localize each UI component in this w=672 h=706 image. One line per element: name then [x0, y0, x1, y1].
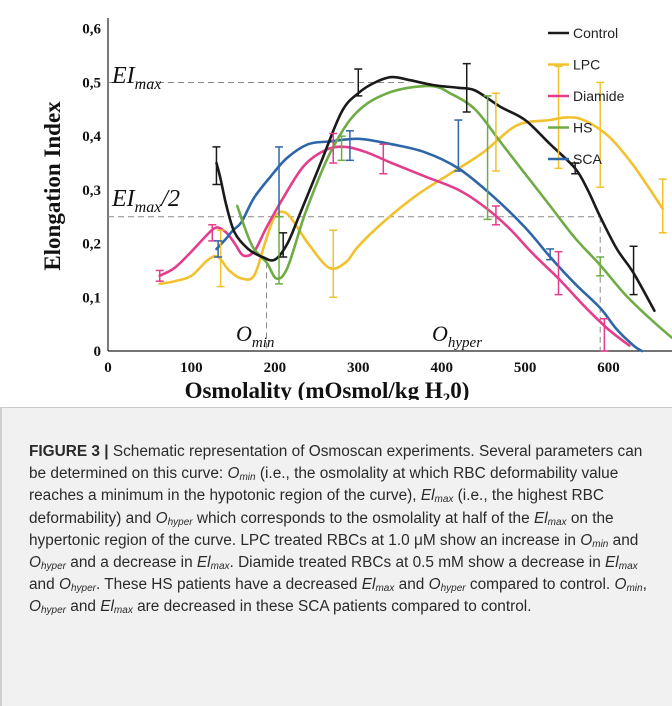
y-tick-label: 0,6 — [82, 22, 101, 38]
ei-half-label: EImax/2 — [111, 186, 180, 216]
error-bar-control — [629, 245, 638, 296]
y-tick-label: 0,1 — [82, 290, 101, 306]
error-bar-control — [571, 162, 580, 175]
legend-label-diamide: Diamide — [573, 88, 625, 104]
error-bar-hs — [596, 256, 605, 277]
x-tick-label: 400 — [430, 360, 453, 376]
series-line-control — [215, 75, 656, 312]
legend-label-control: Control — [573, 25, 618, 41]
error-bar-sca — [345, 130, 354, 162]
error-bar-lpc — [216, 229, 225, 288]
y-tick-label: 0,5 — [82, 75, 101, 91]
y-tick-label: 0,3 — [82, 183, 101, 199]
figure-caption: FIGURE 3 | Schematic representation of O… — [29, 441, 647, 619]
error-bar-lpc — [329, 229, 338, 299]
error-bar-control — [354, 68, 363, 97]
error-bar-sca — [454, 119, 463, 172]
error-bar-diamide — [491, 205, 500, 226]
o-hyper-label: Ohyper — [432, 321, 482, 351]
x-tick-label: 200 — [264, 360, 287, 376]
error-bar-hs — [275, 215, 284, 285]
figure-caption-panel: FIGURE 3 | Schematic representation of O… — [0, 407, 672, 706]
legend-label-lpc: LPC — [573, 57, 600, 73]
error-bar-lpc — [596, 81, 605, 188]
series-line-hs — [236, 84, 672, 340]
series-group — [158, 75, 672, 353]
y-tick-label: 0,4 — [82, 129, 101, 145]
error-bars — [155, 62, 667, 352]
error-bar-lpc — [658, 178, 667, 234]
figure-label: FIGURE 3 | — [29, 443, 109, 460]
y-tick-label: 0,2 — [82, 237, 101, 253]
y-axis-title: Elongation Index — [40, 101, 65, 271]
error-bar-diamide — [329, 132, 338, 164]
error-bar-hs — [337, 135, 346, 162]
tick-labels: 0 100 200 300 400 500 600 0 0,1 0,2 0,3 0,4 0,5 0,6 — [82, 22, 620, 376]
error-bar-diamide — [600, 318, 609, 352]
x-tick-label: 100 — [180, 360, 203, 376]
annotations: EImax EImax/2 Omin Ohyper — [111, 63, 482, 351]
error-bar-sca — [214, 240, 223, 258]
caption-left-rule — [0, 407, 2, 706]
series-line-diamide — [158, 145, 631, 347]
legend-label-sca: SCA — [573, 151, 602, 167]
legend: Control LPC Diamide HS SCA — [548, 25, 625, 167]
caption-top-rule — [0, 407, 672, 408]
error-bar-sca — [275, 146, 284, 218]
y-tick-label: 0 — [94, 344, 102, 360]
axes — [107, 18, 672, 352]
x-tick-label: 0 — [104, 360, 112, 376]
error-bar-lpc — [491, 92, 500, 172]
ei-max-label: EImax — [111, 63, 161, 93]
error-bar-control — [462, 62, 471, 113]
x-tick-label: 300 — [347, 360, 370, 376]
osmoscan-chart: 0 100 200 300 400 500 600 0 0,1 0,2 0,3 0,4 0,5 0,6 E… — [40, 18, 672, 400]
error-bar-hs — [483, 95, 492, 221]
x-axis-title: Osmolality (mOsmol/kg H20) — [185, 378, 470, 400]
x-tick-label: 600 — [597, 360, 620, 376]
error-bar-sca — [546, 248, 555, 261]
series-line-sca — [215, 137, 644, 353]
error-bar-diamide — [554, 250, 563, 296]
error-bar-control — [279, 232, 288, 258]
error-bar-control — [212, 146, 221, 186]
error-bar-lpc — [554, 65, 563, 170]
chart-svg: 0 100 200 300 400 500 600 0 0,1 0,2 0,3 0,4 0,5 0,6 E… — [40, 18, 672, 400]
x-tick-label: 500 — [514, 360, 537, 376]
caption-body: Schematic representation of Osmoscan exp… — [29, 443, 647, 617]
series-line-lpc — [158, 116, 665, 286]
error-bar-diamide — [379, 143, 388, 175]
legend-label-hs: HS — [573, 120, 592, 136]
o-min-label: Omin — [236, 321, 274, 351]
error-bar-diamide — [155, 269, 164, 282]
